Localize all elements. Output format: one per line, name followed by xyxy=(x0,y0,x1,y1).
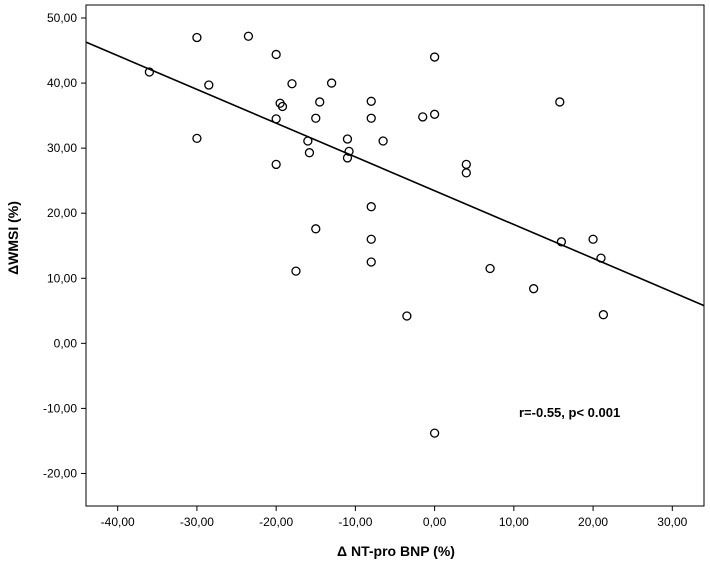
x-tick-label: -10,00 xyxy=(338,515,372,529)
x-tick-label: 20,00 xyxy=(578,515,608,529)
data-point xyxy=(461,168,471,178)
data-point xyxy=(556,237,567,247)
x-axis-label: Δ NT-pro BNP (%) xyxy=(337,543,455,559)
data-point xyxy=(311,113,321,123)
data-point xyxy=(529,284,539,294)
data-point xyxy=(287,79,297,89)
data-point xyxy=(304,148,315,158)
y-axis-label: ΔWMSI (%) xyxy=(5,201,21,275)
data-point xyxy=(429,52,440,62)
x-tick-label: 10,00 xyxy=(499,515,529,529)
x-tick-label: 30,00 xyxy=(657,515,687,529)
y-tick-label: 0,00 xyxy=(54,336,78,350)
data-point xyxy=(378,136,388,146)
data-point xyxy=(291,266,301,276)
data-point xyxy=(366,234,376,244)
data-point xyxy=(243,31,254,41)
y-tick-label: 30,00 xyxy=(47,141,77,155)
data-point xyxy=(366,96,376,106)
x-tick-label: -20,00 xyxy=(259,515,293,529)
x-tick-label: -30,00 xyxy=(180,515,214,529)
data-point xyxy=(366,202,376,212)
data-point xyxy=(588,234,598,244)
data-point xyxy=(429,428,440,438)
data-point xyxy=(277,101,288,112)
y-tick-label: -20,00 xyxy=(43,466,77,480)
y-tick-label: 50,00 xyxy=(47,11,77,25)
data-point xyxy=(192,133,202,144)
data-point xyxy=(366,113,376,123)
y-tick-label: 40,00 xyxy=(47,76,77,90)
x-tick-label: -40,00 xyxy=(101,515,135,529)
plot-frame xyxy=(85,4,705,507)
data-point xyxy=(461,159,471,170)
data-point xyxy=(271,159,281,170)
data-point xyxy=(271,49,281,60)
y-tick-label: -10,00 xyxy=(43,401,77,415)
data-point xyxy=(366,257,376,267)
data-point xyxy=(402,311,412,321)
data-point xyxy=(342,134,353,144)
y-tick-label: 10,00 xyxy=(47,271,77,285)
data-point xyxy=(204,80,214,90)
data-point xyxy=(429,109,440,119)
data-point xyxy=(311,224,321,234)
data-point xyxy=(326,78,337,88)
points-layer xyxy=(144,31,609,438)
data-point xyxy=(418,112,428,122)
data-point xyxy=(485,263,495,274)
data-point xyxy=(192,32,202,43)
data-point xyxy=(315,97,325,107)
correlation-annotation: r=-0.55, p< 0.001 xyxy=(519,405,620,420)
ticks-layer: -40,00 -30,00 -20,00 -10,00 0,00 10,00 20,00 30… xyxy=(43,11,688,529)
x-tick-label: 0,00 xyxy=(423,515,447,529)
data-point xyxy=(344,146,354,157)
data-point xyxy=(555,97,565,107)
y-tick-label: 20,00 xyxy=(47,206,77,220)
data-point xyxy=(598,310,609,320)
data-point xyxy=(144,67,155,77)
regression-line xyxy=(85,41,705,307)
